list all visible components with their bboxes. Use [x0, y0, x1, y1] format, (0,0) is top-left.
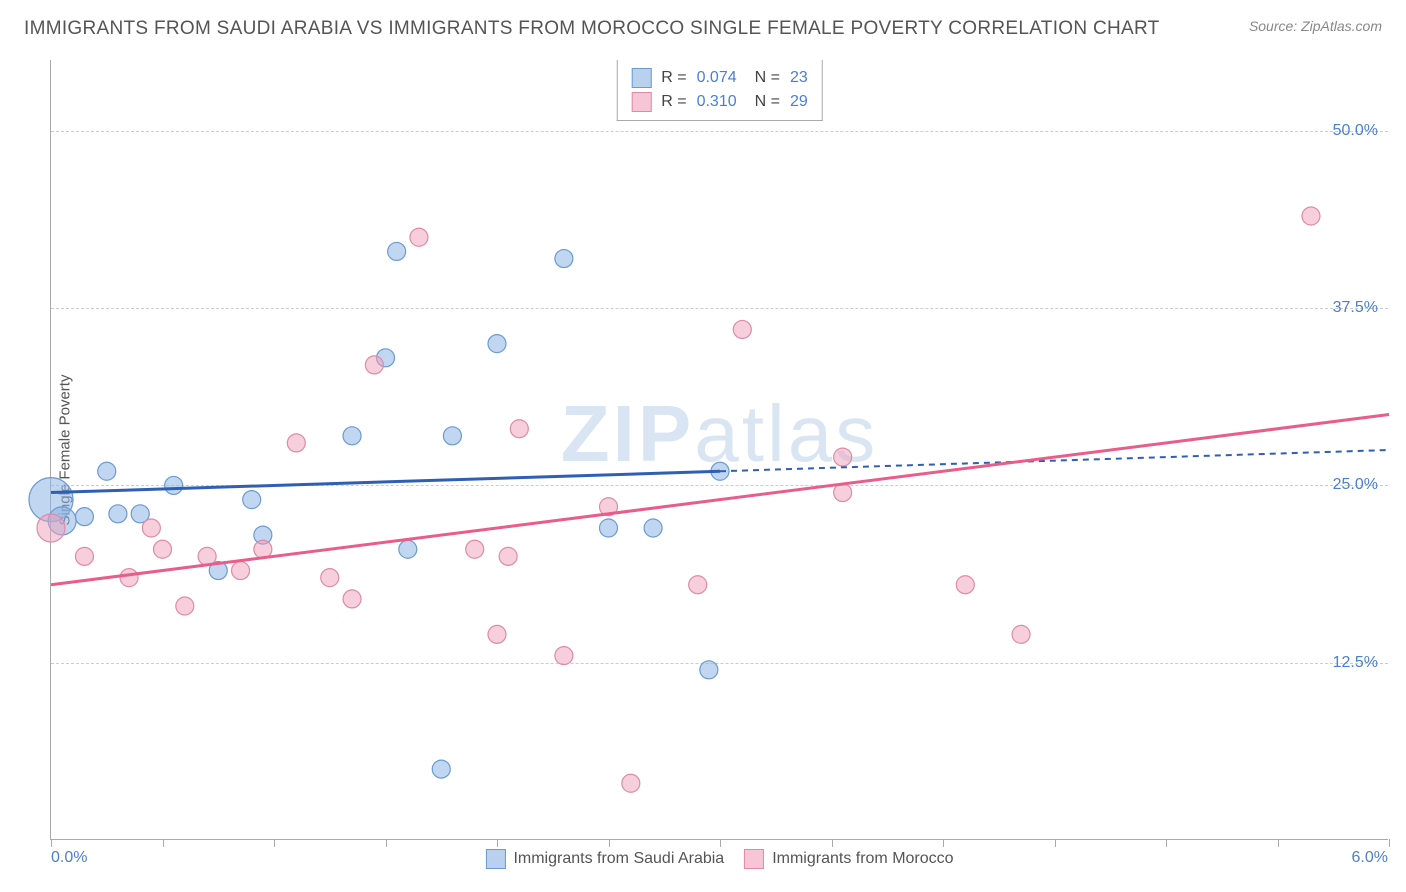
- data-point: [622, 774, 640, 792]
- data-point: [443, 427, 461, 445]
- stats-box: R =0.074 N =23 R =0.310 N =29: [616, 60, 823, 121]
- data-point: [321, 569, 339, 587]
- data-point: [432, 760, 450, 778]
- swatch-series2: [631, 92, 651, 112]
- data-point: [142, 519, 160, 537]
- data-point: [466, 540, 484, 558]
- n-value-series1: 23: [790, 69, 808, 87]
- stats-row-series2: R =0.310 N =29: [631, 90, 808, 114]
- x-tick: [1166, 839, 1167, 847]
- legend-item-series1: Immigrants from Saudi Arabia: [485, 849, 724, 869]
- x-tick-label-min: 0.0%: [51, 849, 87, 867]
- data-point: [488, 625, 506, 643]
- r-value-series2: 0.310: [697, 93, 737, 111]
- legend-label-series1: Immigrants from Saudi Arabia: [513, 850, 724, 868]
- legend-swatch-series2: [744, 849, 764, 869]
- x-tick: [386, 839, 387, 847]
- data-point: [488, 335, 506, 353]
- x-tick: [51, 839, 52, 847]
- chart-title: IMMIGRANTS FROM SAUDI ARABIA VS IMMIGRAN…: [24, 18, 1160, 40]
- stats-row-series1: R =0.074 N =23: [631, 66, 808, 90]
- legend: Immigrants from Saudi Arabia Immigrants …: [485, 849, 953, 869]
- data-point: [399, 540, 417, 558]
- data-point: [733, 320, 751, 338]
- data-point: [388, 242, 406, 260]
- data-point: [365, 356, 383, 374]
- scatter-chart: [51, 60, 1388, 839]
- data-point: [287, 434, 305, 452]
- n-value-series2: 29: [790, 93, 808, 111]
- legend-label-series2: Immigrants from Morocco: [772, 850, 953, 868]
- data-point: [1012, 625, 1030, 643]
- x-tick: [1389, 839, 1390, 847]
- regression-line-extrapolated: [720, 450, 1389, 471]
- data-point: [343, 427, 361, 445]
- data-point: [834, 448, 852, 466]
- data-point: [1302, 207, 1320, 225]
- x-tick: [1055, 839, 1056, 847]
- data-point: [600, 519, 618, 537]
- data-point: [689, 576, 707, 594]
- data-point: [154, 540, 172, 558]
- x-tick: [497, 839, 498, 847]
- data-point: [37, 514, 65, 542]
- data-point: [700, 661, 718, 679]
- x-tick: [720, 839, 721, 847]
- x-tick: [274, 839, 275, 847]
- plot-area: Single Female Poverty 12.5%25.0%37.5%50.…: [50, 60, 1388, 840]
- data-point: [343, 590, 361, 608]
- data-point: [165, 476, 183, 494]
- x-tick: [163, 839, 164, 847]
- data-point: [75, 547, 93, 565]
- data-point: [410, 228, 428, 246]
- source-label: Source: ZipAtlas.com: [1249, 18, 1382, 34]
- data-point: [555, 647, 573, 665]
- swatch-series1: [631, 68, 651, 88]
- data-point: [956, 576, 974, 594]
- legend-item-series2: Immigrants from Morocco: [744, 849, 953, 869]
- x-tick: [609, 839, 610, 847]
- legend-swatch-series1: [485, 849, 505, 869]
- x-tick-label-max: 6.0%: [1352, 849, 1388, 867]
- x-tick: [1278, 839, 1279, 847]
- data-point: [243, 491, 261, 509]
- data-point: [232, 562, 250, 580]
- x-tick: [943, 839, 944, 847]
- x-tick: [832, 839, 833, 847]
- data-point: [75, 508, 93, 526]
- data-point: [176, 597, 194, 615]
- regression-line: [51, 471, 720, 492]
- data-point: [98, 462, 116, 480]
- data-point: [510, 420, 528, 438]
- data-point: [644, 519, 662, 537]
- data-point: [120, 569, 138, 587]
- data-point: [109, 505, 127, 523]
- r-value-series1: 0.074: [697, 69, 737, 87]
- data-point: [555, 250, 573, 268]
- data-point: [499, 547, 517, 565]
